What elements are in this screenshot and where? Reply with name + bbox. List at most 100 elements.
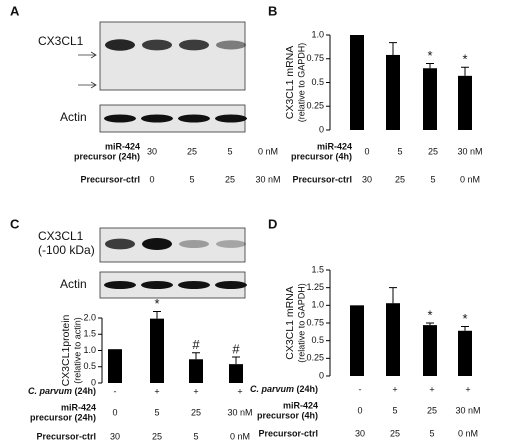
annotation: * — [462, 52, 467, 67]
blot — [99, 21, 246, 91]
band — [216, 40, 246, 50]
band — [179, 39, 209, 51]
row-label: Precursor-ctrl — [80, 174, 140, 184]
bar — [386, 54, 400, 131]
row-label: precursor (4h) — [257, 410, 318, 420]
bar — [386, 303, 400, 376]
error-bar — [192, 352, 200, 360]
row-label: Precursor-ctrl — [258, 428, 318, 438]
y-tick-label: 0.25 — [306, 353, 324, 363]
row-cell: 25 — [390, 428, 400, 438]
y-axis-label: CX3CL1protein — [60, 314, 72, 386]
y-axis-label: CX3CL1 mRNA — [284, 286, 296, 360]
bar — [108, 349, 122, 383]
row-cell: 30 — [362, 174, 372, 184]
row-cell: - — [359, 384, 362, 394]
y-tick-label: 1.5 — [83, 329, 96, 339]
bar — [150, 318, 164, 383]
band — [215, 281, 247, 289]
y-tick-label: 0 — [319, 124, 324, 134]
row-cell: + — [237, 386, 242, 396]
panel-label: C — [10, 216, 20, 231]
row-cell: 5 — [429, 428, 434, 438]
row-cell: 0 — [357, 405, 362, 415]
y-tick-label: 1.0 — [311, 29, 324, 39]
arrow — [78, 81, 97, 89]
error-bar — [461, 326, 469, 331]
row-label-suffix: (24h) — [296, 384, 318, 394]
row-cell: 0 — [364, 146, 369, 156]
row-cell: - — [114, 386, 117, 396]
row-cell: 0 nM — [460, 174, 480, 184]
row-label-organism: C. parvum — [28, 386, 72, 396]
error-bar — [389, 287, 397, 304]
y-tick-label: 0.75 — [306, 317, 324, 327]
bar — [350, 305, 364, 376]
row-label: C. parvum (24h) — [28, 386, 96, 396]
y-tick-label: 1.25 — [306, 282, 324, 292]
row-cell: 30 nM — [457, 146, 482, 156]
band — [179, 239, 209, 249]
band — [216, 240, 246, 248]
bar — [458, 75, 472, 130]
error-bar — [461, 66, 469, 76]
row-label-organism: C. parvum — [250, 384, 294, 394]
actin-label: Actin — [60, 110, 87, 124]
band — [178, 114, 210, 123]
error-bar — [426, 322, 434, 326]
panel-label: A — [10, 3, 20, 18]
bar — [423, 68, 437, 130]
y-tick-label: 1.0 — [311, 300, 324, 310]
row-cell: 0 nM — [458, 428, 478, 438]
row-cell: 25 — [152, 431, 162, 441]
annotation: * — [154, 296, 159, 311]
row-cell: 5 — [227, 146, 232, 156]
y-tick-label: 0 — [91, 377, 96, 387]
bar — [423, 325, 437, 376]
row-label: miR-424 — [105, 141, 140, 151]
y-tick-label: 0.5 — [311, 335, 324, 345]
row-label: C. parvum (24h) — [250, 384, 318, 394]
panel-label: B — [268, 3, 277, 18]
band — [105, 238, 135, 250]
annotation: * — [427, 48, 432, 63]
row-label: miR-424 — [317, 141, 352, 151]
row-label: Precursor-ctrl — [292, 174, 352, 184]
row-cell: 0 — [149, 174, 154, 184]
y-tick-label: 0.25 — [306, 101, 324, 111]
row-cell: 5 — [154, 407, 159, 417]
row-label: miR-424 — [283, 400, 318, 410]
y-axis-label: (relative to GAPDH) — [296, 283, 306, 363]
y-tick-label: 1.0 — [83, 345, 96, 355]
y-tick-label: 1.5 — [311, 264, 324, 274]
y-tick-label: 0 — [319, 370, 324, 380]
row-cell: 5 — [392, 405, 397, 415]
row-cell: + — [193, 386, 198, 396]
row-cell: + — [392, 384, 397, 394]
row-cell: 30 — [355, 428, 365, 438]
row-label: miR-424 — [61, 402, 96, 412]
row-label: precursor (24h) — [30, 412, 96, 422]
row-cell: + — [154, 386, 159, 396]
row-cell: 25 — [427, 405, 437, 415]
error-bar — [232, 356, 240, 365]
band — [142, 39, 172, 51]
blot-label: CX3CL1 — [38, 229, 84, 243]
row-cell: + — [465, 384, 470, 394]
row-cell: 25 — [187, 146, 197, 156]
annotation: * — [427, 307, 432, 322]
annotation: # — [192, 337, 200, 352]
actin-label: Actin — [60, 277, 87, 291]
row-cell: + — [429, 384, 434, 394]
row-label: Precursor-ctrl — [36, 431, 96, 441]
band — [178, 281, 210, 289]
band — [142, 238, 172, 250]
y-tick-label: 2.0 — [83, 312, 96, 322]
blot-label: CX3CL1 — [38, 34, 84, 48]
row-cell: 30 — [147, 146, 157, 156]
bar — [458, 330, 472, 376]
row-label: precursor (4h) — [291, 151, 352, 161]
y-tick-label: 0.5 — [311, 77, 324, 87]
annotation: # — [232, 341, 240, 356]
